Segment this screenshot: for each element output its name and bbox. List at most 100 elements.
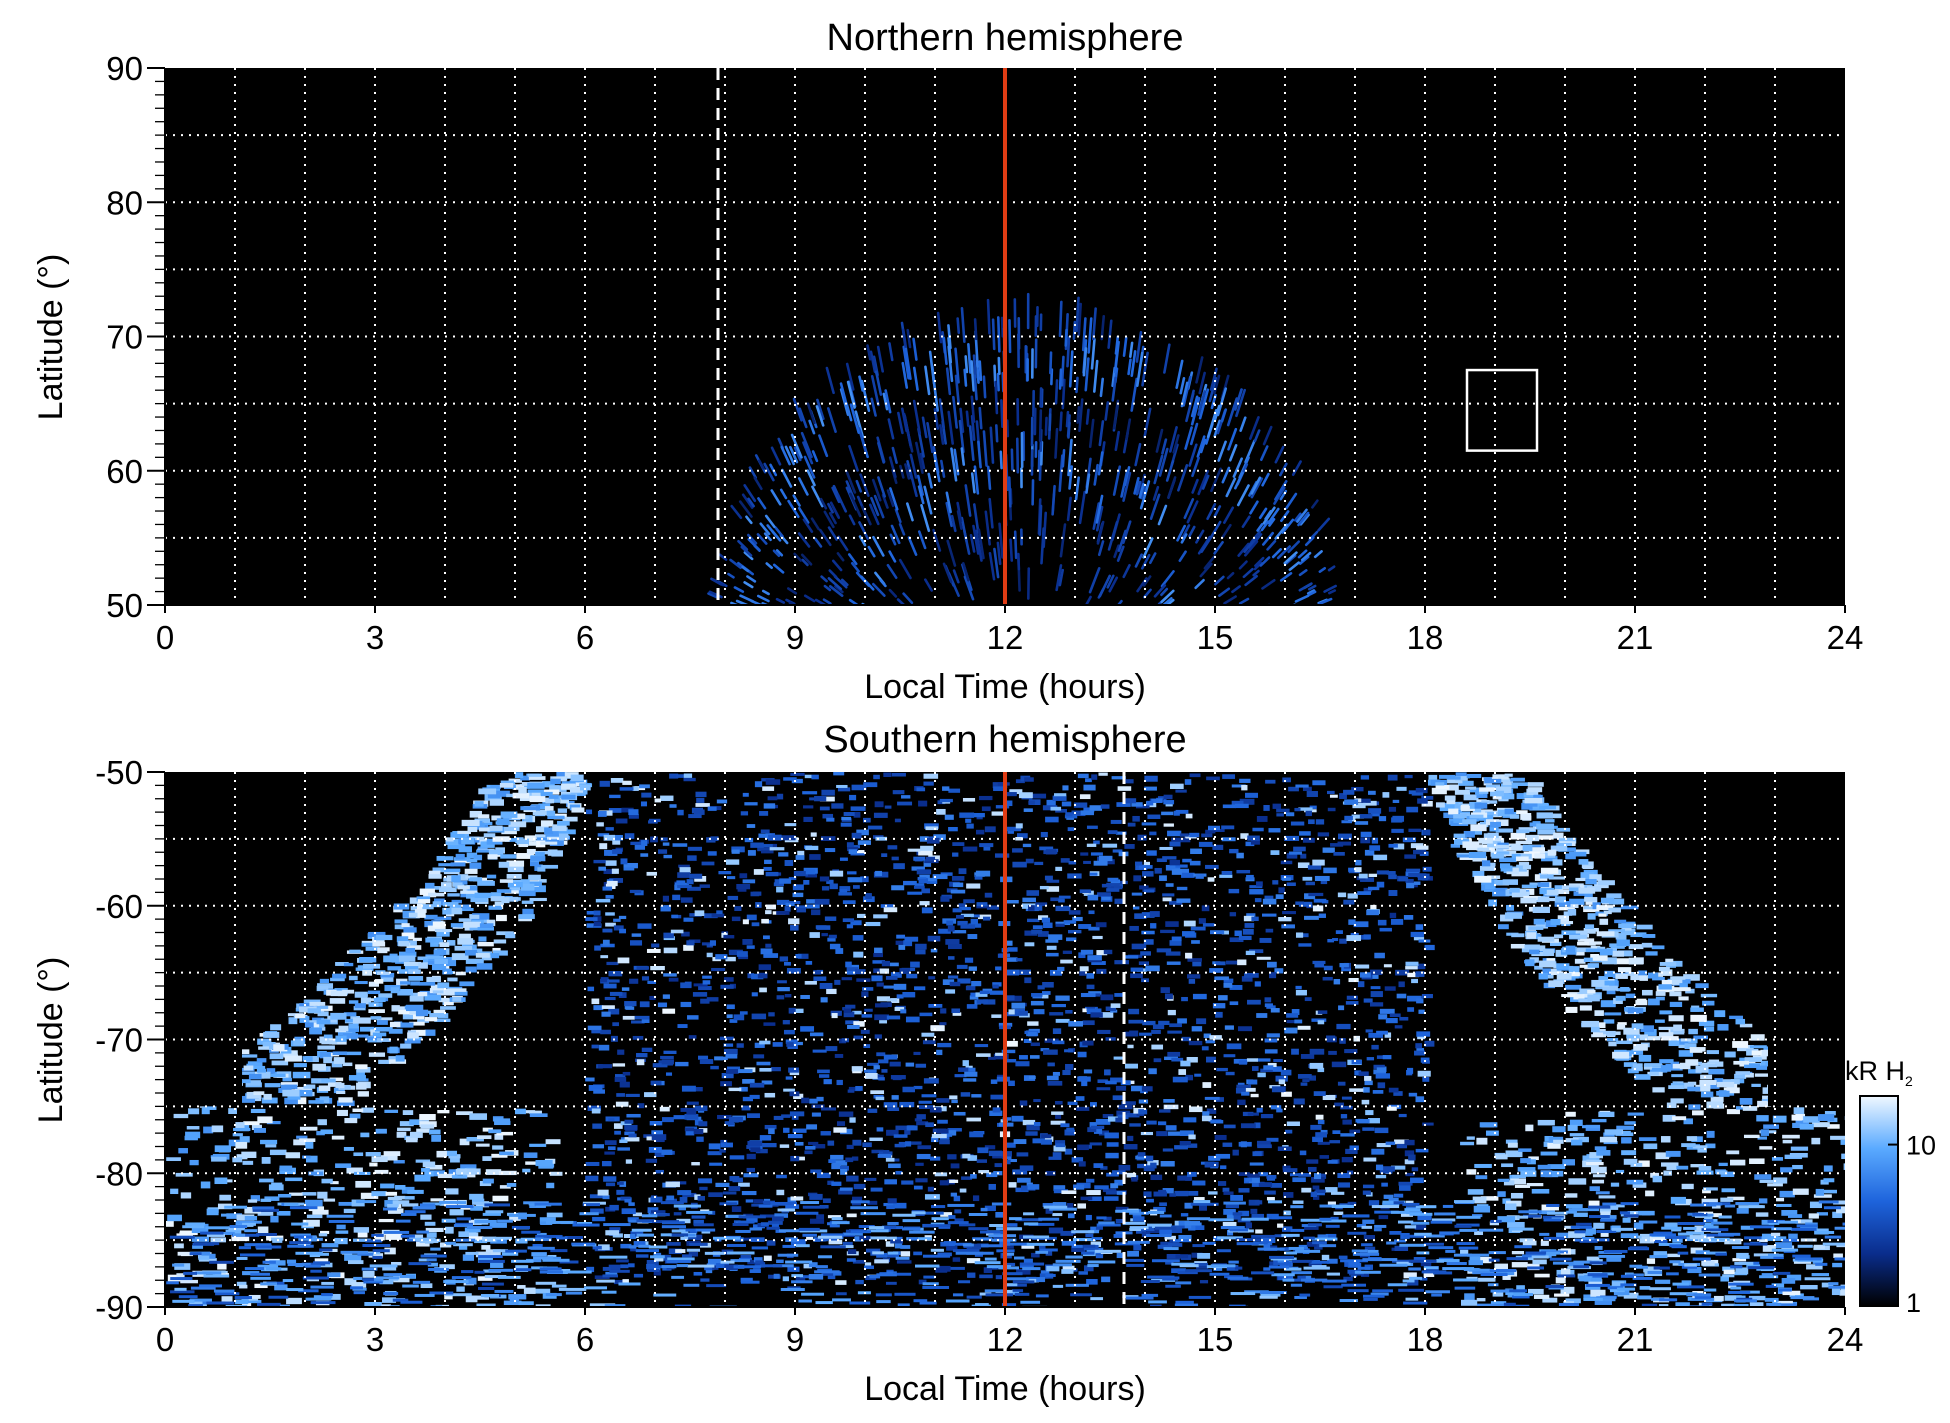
emission-cell <box>1378 1215 1389 1220</box>
emission-cell <box>264 1083 281 1088</box>
emission-cell <box>976 1053 991 1057</box>
emission-cell <box>614 1130 621 1135</box>
emission-streak <box>1206 503 1217 521</box>
emission-cell <box>295 1097 307 1105</box>
emission-cell <box>1276 808 1290 813</box>
emission-streak <box>938 398 946 429</box>
emission-streak <box>1216 387 1228 417</box>
emission-cell <box>299 1003 316 1009</box>
emission-cell <box>1023 1038 1032 1044</box>
emission-cell <box>1349 1145 1359 1151</box>
emission-streak <box>1288 561 1300 572</box>
emission-cell <box>1265 779 1276 784</box>
emission-cell <box>923 781 934 786</box>
emission-cell <box>633 1241 646 1247</box>
emission-streak <box>1167 476 1177 499</box>
emission-streak <box>727 572 735 579</box>
emission-cell <box>1158 1109 1171 1113</box>
emission-cell <box>624 1003 633 1010</box>
emission-cell <box>1046 945 1057 950</box>
emission-cell <box>695 803 710 807</box>
emission-cell <box>895 1236 903 1242</box>
emission-cell <box>1315 819 1325 825</box>
emission-cell <box>1083 890 1094 896</box>
emission-streak <box>982 430 988 467</box>
emission-cell <box>591 1044 599 1049</box>
emission-cell <box>822 813 834 819</box>
emission-cell <box>836 1121 846 1126</box>
emission-cell <box>1338 1255 1348 1260</box>
emission-cell <box>876 1252 888 1258</box>
emission-streak <box>986 298 991 335</box>
emission-cell <box>1365 1110 1374 1116</box>
emission-cell <box>1124 844 1135 849</box>
emission-cell <box>887 1221 899 1226</box>
emission-cell <box>1130 1085 1143 1092</box>
emission-cell <box>621 987 630 991</box>
emission-cell <box>728 949 743 956</box>
emission-streak <box>960 307 966 344</box>
emission-cell <box>1171 1268 1186 1274</box>
emission-cell <box>1113 1234 1126 1238</box>
emission-cell <box>1245 1222 1253 1229</box>
emission-cell <box>1591 1179 1605 1184</box>
emission-cell <box>1476 1298 1486 1302</box>
emission-cell <box>907 848 921 852</box>
emission-cell <box>850 806 866 811</box>
emission-cell <box>1027 1021 1039 1026</box>
emission-cell <box>357 1231 368 1238</box>
emission-cell <box>1099 1012 1114 1018</box>
emission-streak <box>743 581 754 589</box>
emission-cell <box>1563 1301 1575 1305</box>
emission-cell <box>1288 851 1302 855</box>
emission-cell <box>1240 833 1249 839</box>
emission-cell <box>923 773 939 779</box>
emission-cell <box>894 1143 905 1148</box>
emission-cell <box>1047 1062 1055 1067</box>
emission-cell <box>623 867 635 871</box>
emission-cell <box>1353 921 1369 928</box>
emission-cell <box>1018 792 1033 799</box>
emission-cell <box>529 795 546 803</box>
emission-cell <box>462 1173 476 1178</box>
emission-streak <box>836 493 848 513</box>
emission-streak <box>730 504 743 520</box>
emission-cell <box>360 1132 370 1138</box>
emission-cell <box>1103 1216 1112 1221</box>
emission-cell <box>1169 1193 1176 1197</box>
emission-cell <box>211 1156 227 1162</box>
emission-cell <box>1337 1173 1351 1179</box>
emission-cell <box>1363 1235 1376 1240</box>
emission-cell <box>1224 1025 1234 1030</box>
emission-cell <box>1139 865 1153 869</box>
emission-cell <box>753 869 764 875</box>
emission-cell <box>368 1253 384 1258</box>
emission-cell <box>958 1067 969 1072</box>
emission-cell <box>1358 873 1368 879</box>
emission-cell <box>899 968 911 974</box>
emission-cell <box>1329 794 1338 798</box>
emission-cell <box>1584 1274 1602 1282</box>
emission-cell <box>1295 932 1304 938</box>
emission-cell <box>709 940 717 946</box>
emission-cell <box>402 1014 421 1020</box>
emission-streak <box>1155 428 1164 453</box>
emission-cell <box>1422 1060 1430 1064</box>
emission-streak <box>868 503 880 526</box>
emission-cell <box>1196 1264 1209 1269</box>
emission-cell <box>1404 774 1413 779</box>
emission-cell <box>960 913 974 918</box>
emission-cell <box>900 1009 907 1014</box>
emission-cell <box>953 1111 966 1116</box>
emission-cell <box>1496 851 1510 855</box>
emission-cell <box>1591 1118 1607 1123</box>
emission-cell <box>795 953 802 959</box>
emission-cell <box>620 1243 632 1249</box>
emission-cell <box>984 1145 996 1150</box>
emission-cell <box>1574 849 1590 855</box>
emission-cell <box>1455 772 1467 778</box>
emission-streak <box>1253 561 1263 571</box>
emission-cell <box>911 866 925 871</box>
emission-cell <box>360 1192 379 1199</box>
emission-cell <box>185 1131 201 1139</box>
